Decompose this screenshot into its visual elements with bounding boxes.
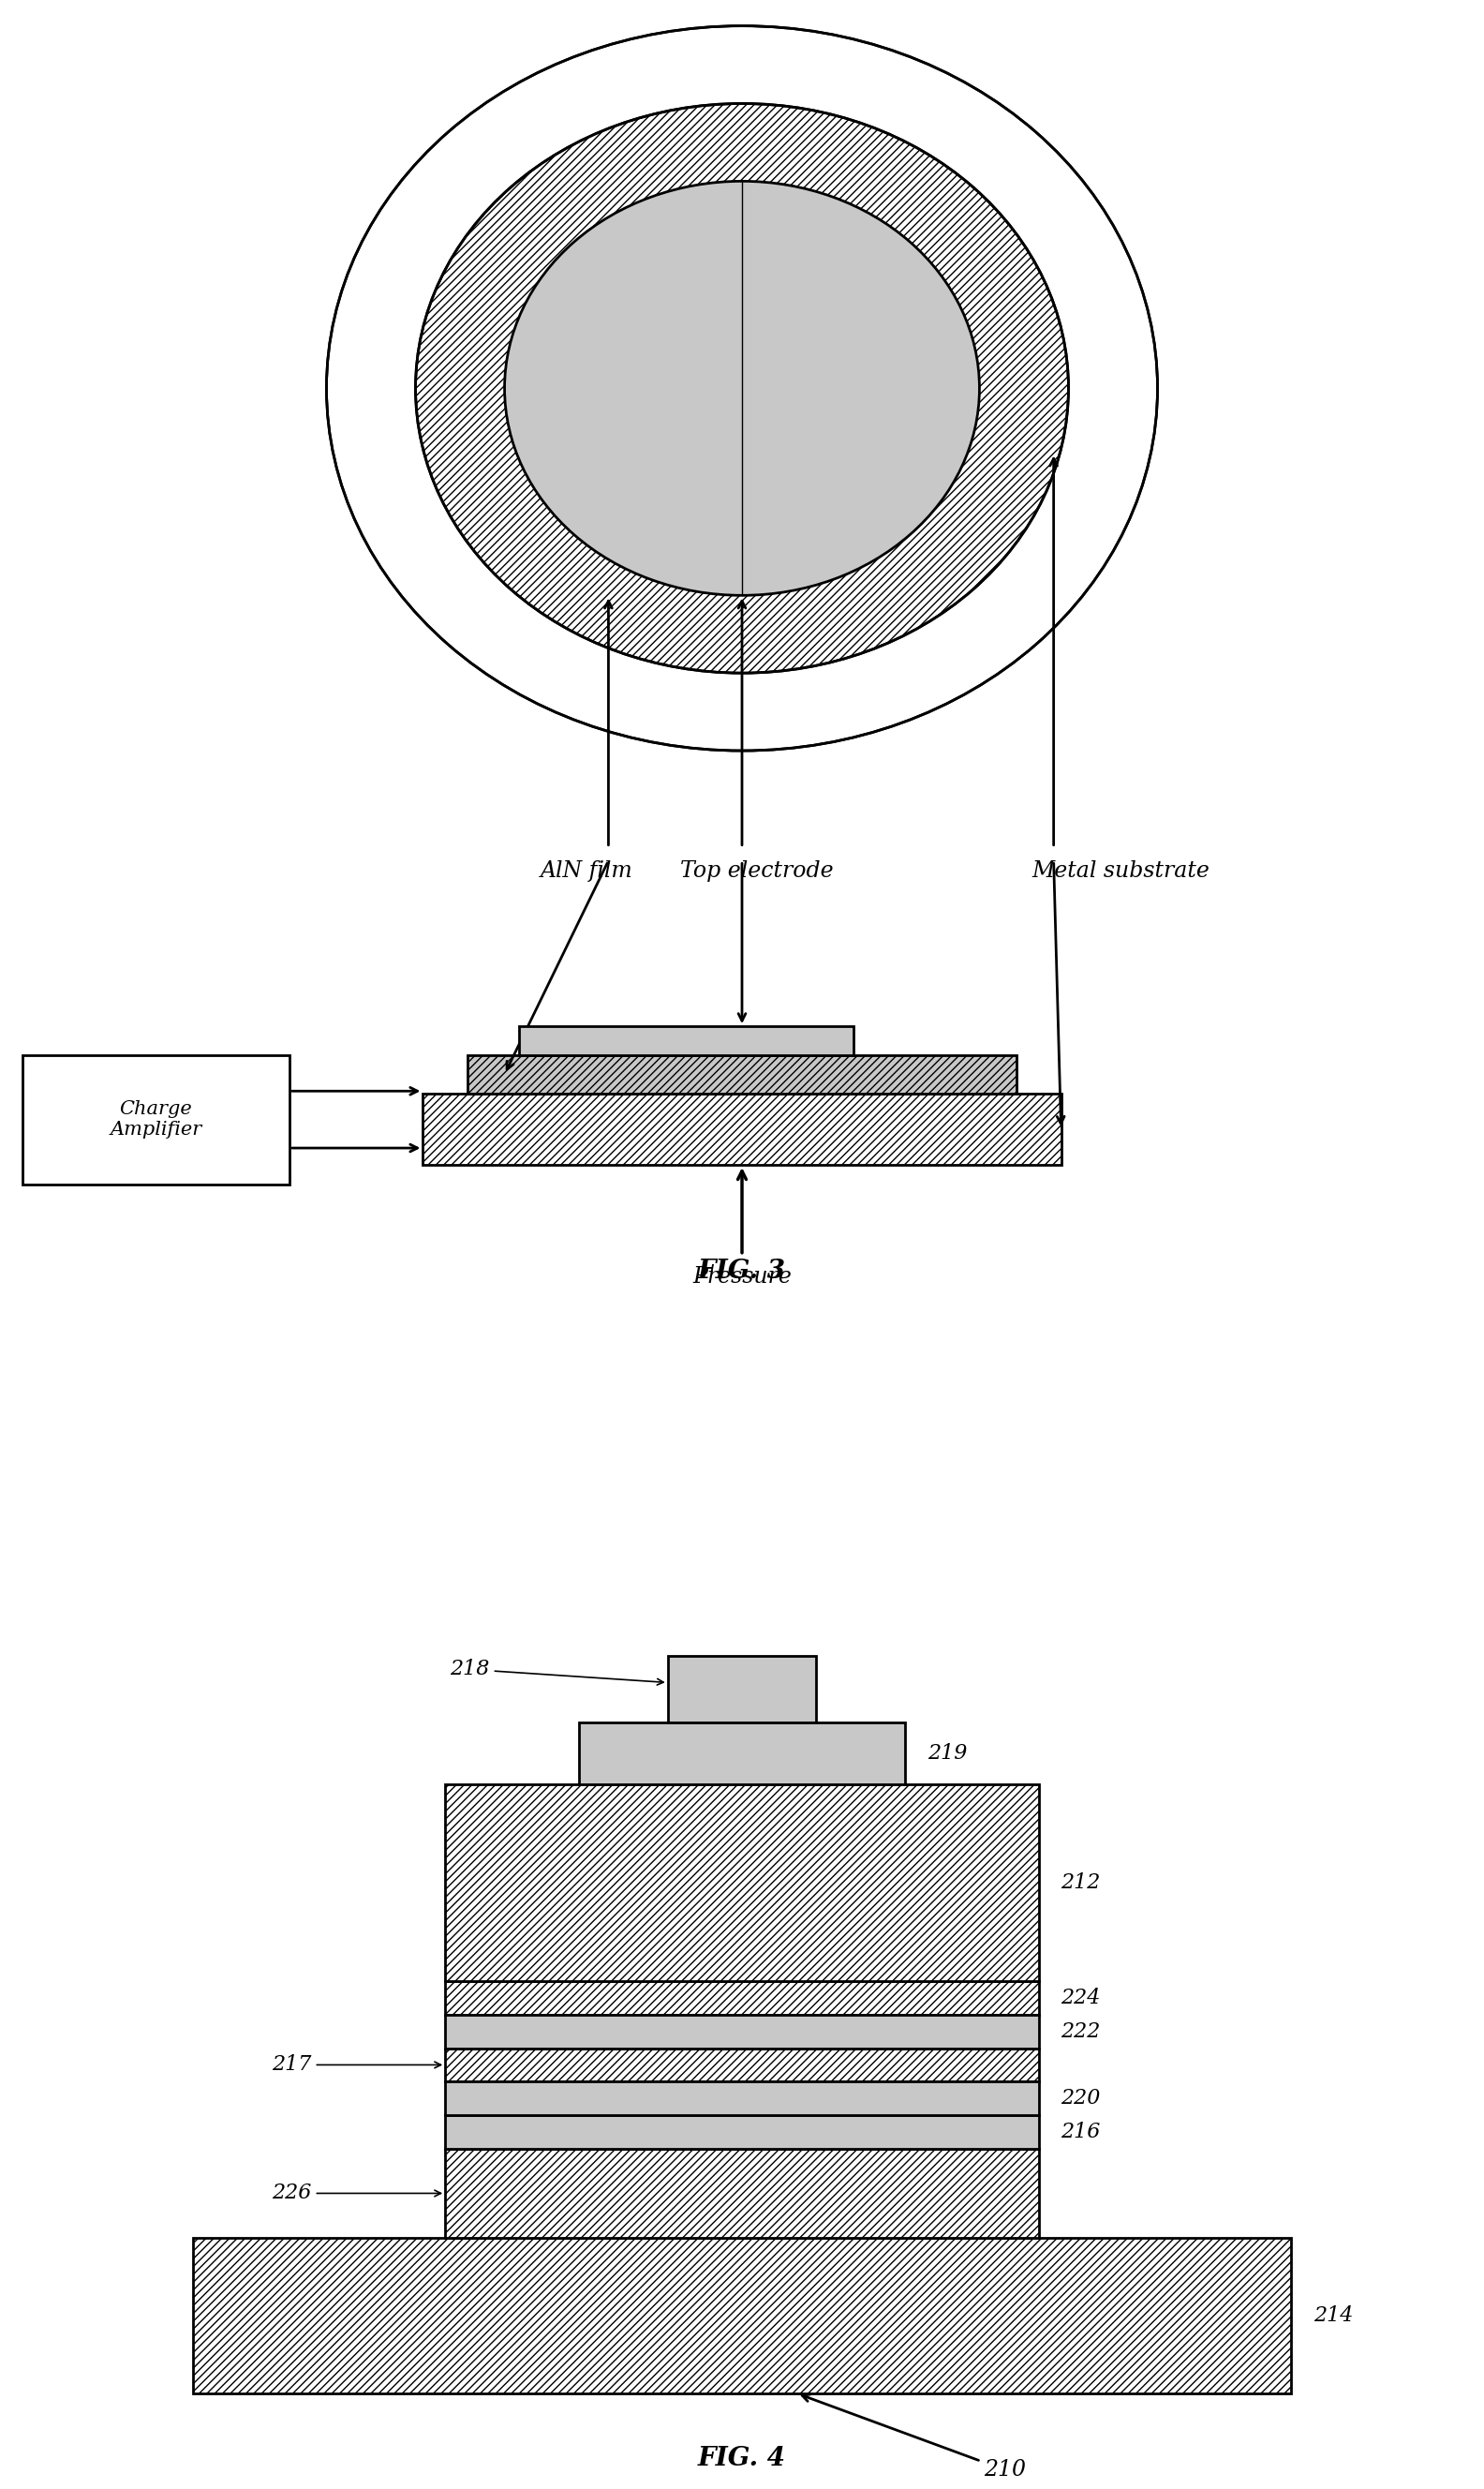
Bar bbox=[467, 1055, 1017, 1093]
Text: 224: 224 bbox=[1061, 1989, 1101, 2009]
Ellipse shape bbox=[505, 182, 979, 595]
Text: 220: 220 bbox=[1061, 2088, 1101, 2108]
Text: FIG. 3: FIG. 3 bbox=[697, 1259, 787, 1284]
Text: AlN film: AlN film bbox=[540, 861, 632, 881]
Text: 216: 216 bbox=[1061, 2121, 1101, 2143]
Bar bbox=[445, 2048, 1039, 2081]
Text: Charge
Amplifier: Charge Amplifier bbox=[110, 1100, 202, 1140]
Bar bbox=[445, 2081, 1039, 2116]
Text: 218: 218 bbox=[450, 1660, 663, 1685]
Text: Pressure: Pressure bbox=[693, 1267, 791, 1287]
Bar bbox=[445, 2014, 1039, 2048]
Bar bbox=[445, 2116, 1039, 2148]
Text: 214: 214 bbox=[1313, 2305, 1353, 2327]
Text: 226: 226 bbox=[272, 2183, 441, 2203]
Bar bbox=[668, 1655, 816, 1722]
Ellipse shape bbox=[416, 105, 1068, 672]
Bar bbox=[22, 1055, 289, 1185]
Text: Top electrode: Top electrode bbox=[680, 861, 834, 881]
Text: 219: 219 bbox=[928, 1742, 968, 1762]
Text: FIG. 4: FIG. 4 bbox=[697, 2447, 787, 2472]
Bar bbox=[423, 1093, 1061, 1165]
Bar bbox=[445, 1981, 1039, 2014]
Bar bbox=[519, 1025, 853, 1055]
Text: 210: 210 bbox=[801, 2394, 1025, 2482]
Text: 217: 217 bbox=[272, 2053, 441, 2076]
Bar bbox=[579, 1722, 905, 1785]
Bar bbox=[445, 2148, 1039, 2238]
Text: Metal substrate: Metal substrate bbox=[1031, 861, 1209, 881]
Text: 212: 212 bbox=[1061, 1872, 1101, 1894]
Bar bbox=[445, 1785, 1039, 1981]
Text: 222: 222 bbox=[1061, 2021, 1101, 2041]
Bar bbox=[193, 2238, 1291, 2394]
